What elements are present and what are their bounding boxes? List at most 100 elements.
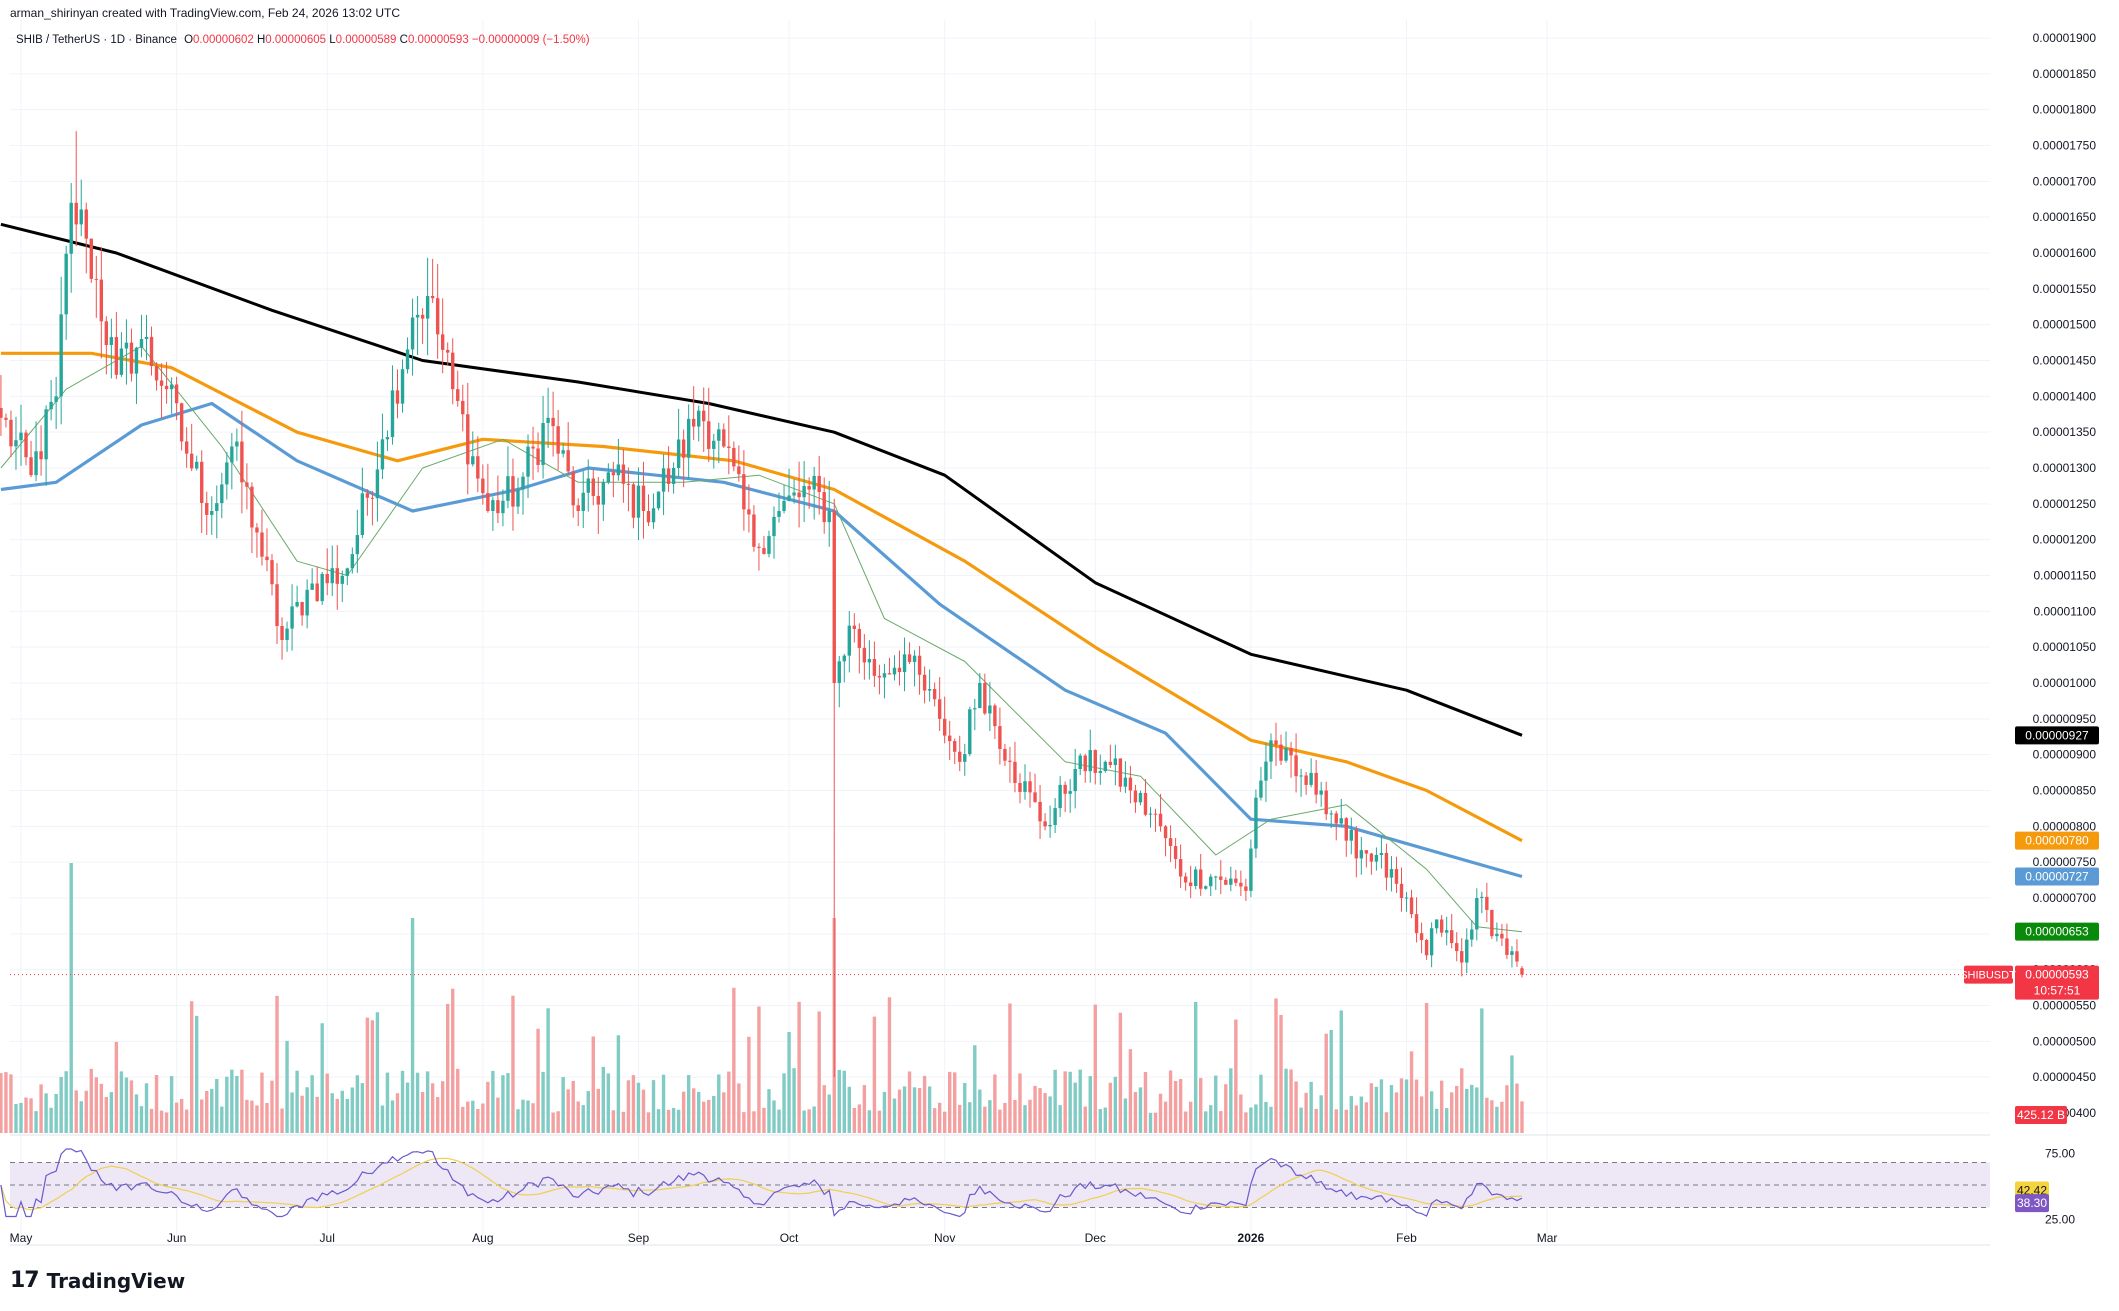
volume-bar — [305, 1087, 309, 1133]
tradingview-logo[interactable]: 17 TradingView — [10, 1268, 185, 1293]
volume-bar — [636, 1082, 641, 1133]
candle-body — [1143, 792, 1148, 815]
volume-bar — [671, 1108, 676, 1133]
candle-body — [1098, 771, 1102, 773]
close-label: C — [399, 34, 408, 46]
candle-body — [626, 483, 631, 485]
volume-bar — [661, 1074, 666, 1133]
candle-body — [576, 505, 580, 511]
candle-body — [280, 626, 284, 640]
candle-body — [471, 456, 475, 465]
volume-bar — [149, 1108, 154, 1133]
candle-body — [420, 314, 425, 319]
volume-bar — [1093, 1004, 1097, 1133]
volume-bar — [164, 1112, 169, 1133]
volume-bar — [466, 1101, 470, 1133]
volume-bar — [1274, 998, 1278, 1133]
candle-body — [1083, 755, 1087, 772]
candle-body — [1379, 852, 1384, 855]
candle-body — [993, 705, 997, 727]
candle-body — [1490, 909, 1494, 937]
volume-bar — [189, 1001, 194, 1133]
volume-bar — [451, 988, 455, 1133]
volume-bar — [546, 1008, 550, 1133]
candle-body — [325, 573, 329, 584]
candle-body — [942, 718, 947, 736]
price-tick-label: 0.00000700 — [2033, 891, 2097, 905]
candle-body — [506, 476, 510, 501]
volume-bar — [707, 1099, 711, 1133]
volume-bar — [4, 1072, 8, 1133]
volume-bar — [1098, 1109, 1102, 1133]
symbol-tag-bg — [1964, 965, 2013, 984]
candle-body — [937, 699, 942, 719]
volume-bar — [1053, 1069, 1057, 1133]
ma-line-ma20 — [0, 345, 1523, 933]
volume-bar — [666, 1109, 671, 1133]
candle-body — [1294, 755, 1298, 777]
volume-bar — [646, 1112, 651, 1133]
candle-body — [119, 348, 124, 375]
candle-body — [782, 500, 786, 511]
volume-bar — [154, 1075, 159, 1133]
candle-body — [973, 708, 977, 710]
volume-bar — [1419, 1096, 1424, 1133]
volume-bar — [59, 1077, 63, 1133]
candle-body — [149, 336, 154, 367]
candle-body — [94, 278, 98, 280]
volume-bar — [290, 1092, 294, 1133]
candle-body — [722, 429, 726, 447]
volume-bar — [1148, 1112, 1153, 1133]
volume-bar — [1505, 1085, 1509, 1133]
volume-bar — [1088, 1076, 1092, 1133]
volume-bar — [727, 1071, 731, 1133]
volume-bar — [566, 1089, 570, 1133]
ma-line-ma200 — [0, 222, 1523, 737]
price-tick-label: 0.00001100 — [2033, 604, 2096, 618]
volume-bar — [978, 1089, 982, 1133]
candle-body — [757, 546, 761, 548]
candle-body — [240, 441, 244, 483]
candle-body — [556, 426, 560, 454]
symbol-legend[interactable]: SHIB / TetherUS · 1D · Binance O0.000006… — [16, 34, 590, 46]
candle-body — [1349, 829, 1353, 841]
time-axis[interactable]: May Jun Jul Aug Sep Oct Nov Dec 2026 Feb Mar — [10, 1231, 1558, 1245]
volume-bar — [998, 1109, 1002, 1133]
candle-body — [19, 432, 23, 441]
candle-body — [636, 485, 641, 518]
volume-bar — [1204, 1111, 1208, 1133]
candle-body — [124, 342, 129, 349]
candle-body — [1505, 938, 1509, 955]
volume-bar — [481, 1103, 485, 1133]
volume-bar — [717, 1074, 721, 1133]
candle-body — [230, 446, 234, 463]
candle-body — [581, 492, 585, 511]
candle-body — [1475, 898, 1479, 930]
candle-body — [340, 575, 344, 584]
candle-body — [184, 441, 189, 454]
candle-body — [666, 468, 671, 484]
time-tick-label: Nov — [934, 1231, 955, 1245]
candle-body — [1199, 869, 1203, 889]
symbol-title[interactable]: SHIB / TetherUS · 1D · Binance — [16, 34, 177, 46]
candle-body — [305, 589, 309, 616]
volume-bar — [320, 1023, 324, 1133]
candle-body — [591, 478, 595, 496]
volume-bar — [456, 1068, 460, 1133]
candle-body — [541, 422, 545, 465]
volume-bar — [606, 1073, 611, 1133]
volume-bar — [496, 1097, 500, 1133]
candle-body — [174, 384, 179, 404]
candle-body — [1068, 791, 1072, 794]
volume-bar — [536, 1028, 540, 1133]
candle-body — [877, 675, 882, 678]
candle-body — [857, 628, 862, 648]
volume-bar — [1329, 1030, 1333, 1133]
price-axis[interactable]: 0.00001900 0.00001850 0.00001800 0.00001750… — [2033, 31, 2097, 1227]
candle-body — [79, 209, 83, 225]
volume-bar — [1334, 1109, 1338, 1133]
candle-body — [747, 509, 751, 515]
time-tick-label: May — [10, 1231, 33, 1245]
candle-body — [1419, 933, 1424, 941]
